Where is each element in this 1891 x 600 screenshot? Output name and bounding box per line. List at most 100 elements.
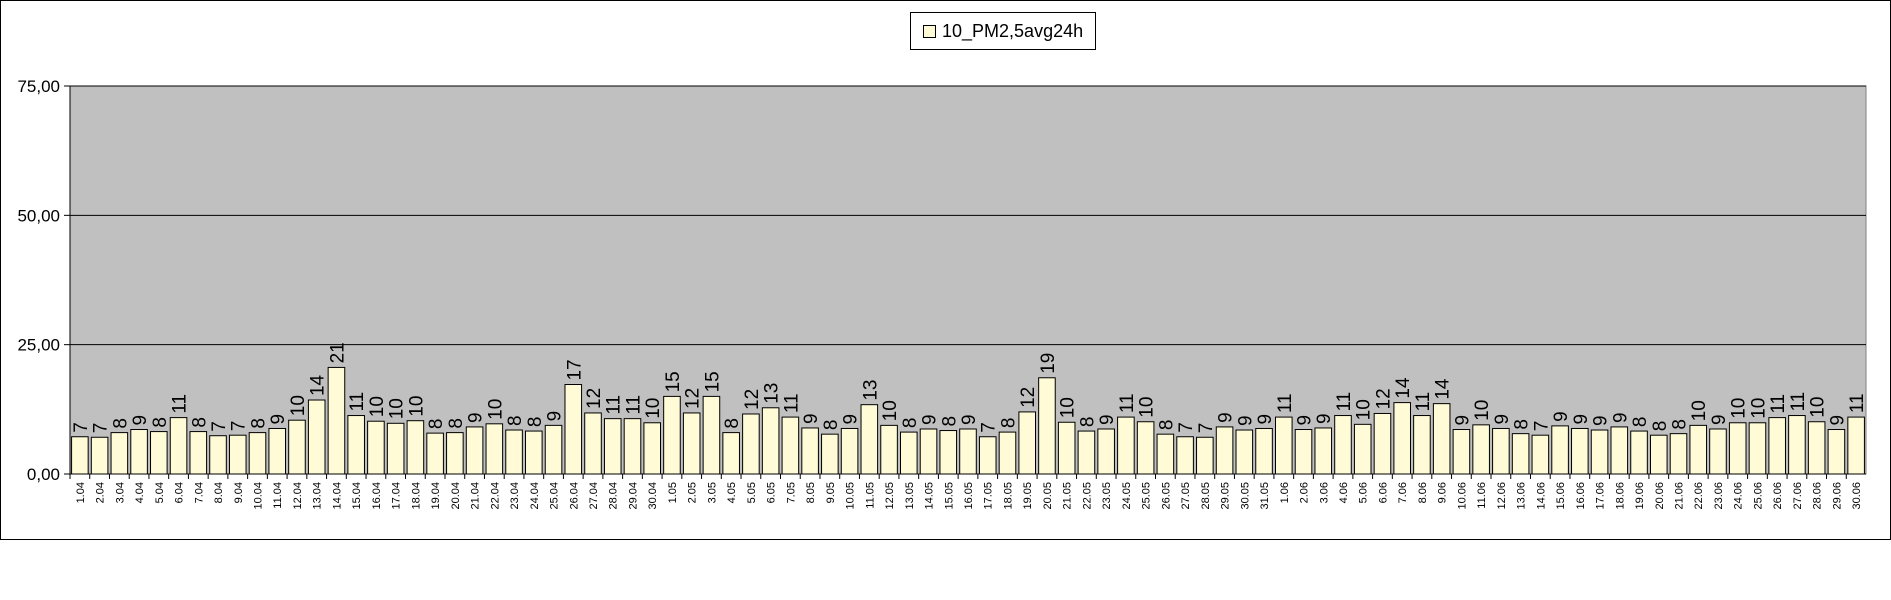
x-tick-label: 14.05: [924, 482, 936, 510]
bar: [742, 413, 760, 475]
bar: [939, 430, 958, 475]
bar: [1610, 426, 1629, 475]
data-label: 9: [841, 414, 862, 425]
bar: [1038, 377, 1056, 475]
x-tick-label: 10.06: [1456, 482, 1468, 510]
data-label: 9: [1709, 414, 1730, 425]
bar: [1235, 429, 1254, 475]
x-tick-label: 14.04: [331, 482, 343, 510]
bar: [406, 420, 425, 475]
x-tick-label: 23.05: [1101, 482, 1113, 510]
x-tick-label: 3.06: [1318, 482, 1330, 503]
x-tick-label: 7.04: [193, 482, 205, 503]
bar: [919, 428, 938, 475]
x-tick-label: 9.04: [233, 482, 245, 503]
y-tick-label: 0,00: [27, 465, 60, 484]
bar: [209, 435, 227, 475]
bar: [1117, 416, 1135, 475]
bar: [880, 424, 898, 475]
data-label: 8: [998, 418, 1019, 429]
bar: [959, 428, 977, 475]
bar: [386, 422, 405, 475]
data-label: 8: [1512, 419, 1533, 430]
data-label: 11: [623, 395, 644, 415]
data-label: 9: [466, 412, 487, 423]
bar: [110, 432, 129, 475]
legend-label: 10_PM2,5avg24h: [942, 20, 1084, 41]
bar: [584, 412, 602, 475]
data-label: 12: [584, 388, 605, 409]
data-label: 8: [150, 417, 171, 428]
data-label: 7: [209, 421, 230, 432]
x-tick-label: 27.06: [1792, 482, 1804, 510]
data-label: 17: [564, 359, 585, 380]
x-tick-label: 15.05: [943, 482, 955, 510]
x-tick-label: 24.06: [1733, 482, 1745, 510]
bar: [288, 419, 306, 475]
bar: [1590, 429, 1609, 475]
bar: [643, 422, 662, 475]
data-label: 8: [505, 415, 526, 426]
x-tick-label: 30.06: [1851, 482, 1863, 510]
data-label: 14: [1393, 377, 1414, 399]
data-label: 10: [1689, 400, 1710, 421]
bar: [998, 431, 1017, 475]
bar: [978, 436, 997, 475]
x-tick-label: 2.05: [687, 482, 699, 503]
bar: [1511, 433, 1530, 475]
data-label: 10: [1058, 397, 1079, 418]
data-label: 9: [1610, 412, 1631, 423]
bar: [860, 404, 879, 475]
data-label: 7: [229, 421, 250, 432]
bar: [1728, 422, 1747, 475]
legend-swatch: [923, 24, 936, 38]
x-tick-label: 2.06: [1299, 482, 1311, 503]
x-tick-label: 13.06: [1516, 482, 1528, 510]
x-tick-label: 7.06: [1397, 482, 1409, 503]
bar: [702, 395, 721, 475]
x-tick-label: 31.05: [1259, 482, 1271, 510]
x-tick-label: 4.06: [1338, 482, 1350, 503]
bar: [1472, 424, 1490, 475]
data-label: 10: [406, 396, 427, 417]
bar: [781, 416, 800, 475]
data-label: 8: [939, 416, 960, 427]
data-label: 10: [1137, 397, 1158, 418]
data-label: 8: [1650, 421, 1671, 432]
x-tick-label: 13.05: [904, 482, 916, 510]
x-tick-label: 30.05: [1239, 482, 1251, 510]
x-tick-label: 24.05: [1121, 482, 1133, 510]
data-label: 10: [288, 395, 309, 416]
bar: [446, 432, 464, 475]
x-tick-label: 12.04: [292, 482, 304, 510]
data-label: 9: [545, 411, 566, 422]
x-tick-label: 10.04: [252, 482, 264, 510]
data-label: 9: [1571, 414, 1592, 425]
x-tick-label: 17.05: [983, 482, 995, 510]
bar: [485, 423, 504, 475]
data-label: 9: [1492, 414, 1513, 425]
bar: [1314, 427, 1333, 475]
data-label: 9: [1551, 411, 1572, 422]
bar: [1827, 429, 1846, 475]
x-tick-label: 28.04: [608, 482, 620, 510]
y-tick-label: 50,00: [17, 206, 60, 225]
data-label: 10: [1748, 398, 1769, 419]
data-label: 9: [268, 414, 289, 425]
x-tick-label: 22.04: [489, 482, 501, 510]
data-label: 7: [1176, 422, 1197, 433]
data-label: 8: [722, 418, 743, 429]
bar: [1768, 417, 1786, 475]
data-label: 11: [170, 394, 191, 414]
x-tick-label: 12.05: [884, 482, 896, 510]
data-label: 10: [367, 396, 388, 417]
bar: [505, 429, 523, 475]
bar: [1788, 415, 1806, 475]
bar: [1492, 427, 1510, 475]
data-label: 13: [860, 380, 881, 401]
x-tick-label: 17.06: [1595, 482, 1607, 510]
bar: [1136, 421, 1155, 475]
x-tick-label: 1.05: [667, 482, 679, 503]
data-label: 9: [1827, 415, 1848, 426]
x-tick-label: 18.04: [410, 482, 422, 510]
